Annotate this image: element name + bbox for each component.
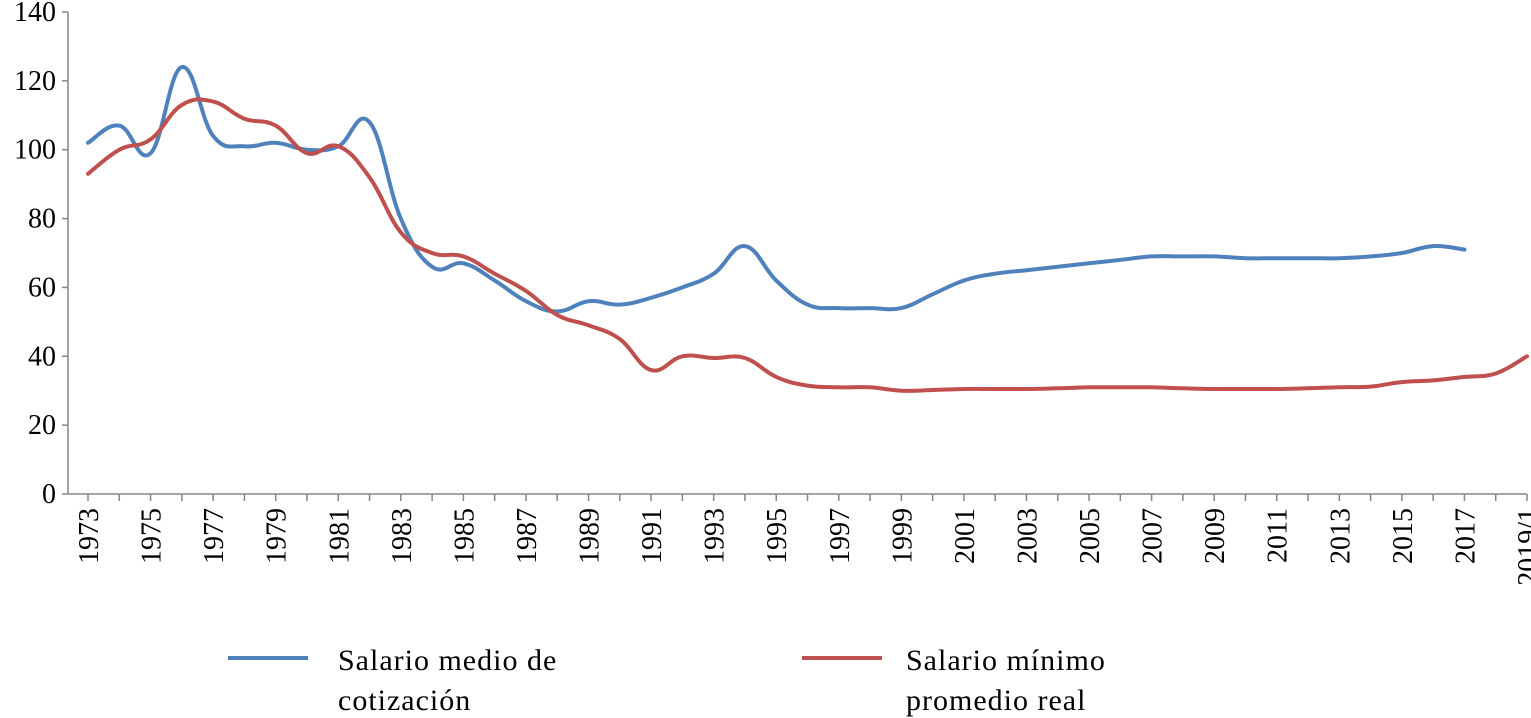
x-tick-label: 2001	[950, 508, 981, 564]
x-tick-label: 2003	[1012, 508, 1043, 564]
x-tick-label: 1975	[137, 508, 168, 564]
x-tick-label: 1985	[449, 508, 480, 564]
x-tick-label: 1989	[575, 508, 606, 564]
x-tick-label: 1995	[762, 508, 793, 564]
x-tick-label: 2015	[1388, 508, 1419, 564]
x-tick-label: 1977	[199, 508, 230, 564]
y-tick-label: 40	[28, 341, 56, 372]
x-tick-label: 1973	[74, 508, 105, 564]
x-tick-label: 2019/1	[1513, 508, 1531, 586]
y-tick-label: 20	[28, 410, 56, 441]
x-tick-label: 1987	[512, 508, 543, 564]
y-tick-label: 120	[14, 66, 56, 97]
x-tick-label: 2005	[1075, 508, 1106, 564]
x-tick-label: 1991	[637, 508, 668, 564]
y-tick-label: 60	[28, 272, 56, 303]
y-tick-label: 140	[14, 0, 56, 28]
y-tick-label: 100	[14, 135, 56, 166]
y-tick-label: 80	[28, 204, 56, 235]
series-layer	[86, 65, 1529, 393]
series-line-salario-medio	[86, 65, 1467, 314]
legend-label-salario-medio-line2: cotización	[338, 684, 471, 717]
x-tick-label: 2009	[1200, 508, 1231, 564]
legend: Salario medio de cotización Salario míni…	[228, 644, 1106, 717]
x-tick-label: 2017	[1450, 508, 1481, 564]
x-axis: 1973 1975 1977 1979 1981 1983 1985 1987 1989 1991…	[68, 493, 1531, 586]
x-tick-label: 2011	[1263, 508, 1294, 563]
x-tick-label: 1993	[700, 508, 731, 564]
legend-label-salario-medio-line1: Salario medio de	[338, 644, 557, 677]
x-tick-label: 2013	[1325, 508, 1356, 564]
x-tick-label: 1981	[324, 508, 355, 564]
x-tick-label: 1983	[387, 508, 418, 564]
legend-label-salario-minimo-line2: promedio real	[906, 684, 1086, 717]
series-line-salario-minimo	[86, 97, 1529, 393]
x-tick-label: 2007	[1138, 508, 1169, 564]
x-tick-label: 1979	[262, 508, 293, 564]
y-tick-label: 0	[42, 479, 56, 510]
x-tick-label: 1999	[887, 508, 918, 564]
x-tick-label: 1997	[825, 508, 856, 564]
y-axis: 0 20 40 60 80 100 120 140	[14, 0, 69, 510]
legend-label-salario-minimo-line1: Salario mínimo	[906, 644, 1106, 677]
